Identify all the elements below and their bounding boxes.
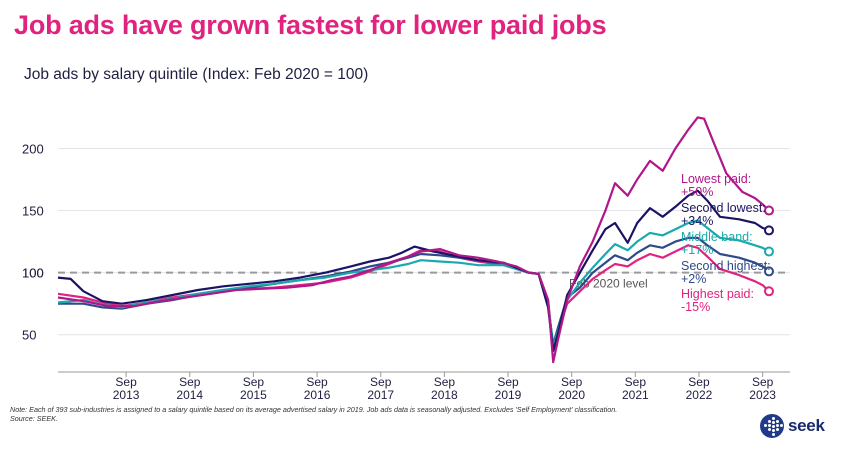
series-line-lowest-paid <box>57 116 770 364</box>
footnote-note: Note: Each of 393 sub-industries is assi… <box>10 405 618 414</box>
x-tick-month: Sep <box>497 375 519 389</box>
x-tick-year: 2013 <box>113 388 140 402</box>
x-tick-year: 2015 <box>240 388 267 402</box>
x-tick-month: Sep <box>434 375 456 389</box>
reference-line-label: Feb 2020 level <box>569 277 648 291</box>
y-tick-label: 100 <box>22 266 44 281</box>
series-line-middle-band <box>57 219 770 349</box>
series-line-second-lowest <box>57 189 770 352</box>
x-tick-year: 2016 <box>304 388 331 402</box>
x-tick-year: 2014 <box>176 388 203 402</box>
x-tick-year: 2018 <box>431 388 458 402</box>
y-tick-label: 100 <box>22 266 44 281</box>
y-tick-label: 50 <box>22 328 36 343</box>
x-tick-year: 2022 <box>686 388 713 402</box>
x-tick-month: Sep <box>179 375 201 389</box>
x-tick-month: Sep <box>752 375 774 389</box>
series-end-marker <box>763 266 774 277</box>
footnote: Note: Each of 393 sub-industries is assi… <box>10 405 750 423</box>
series-change-lowest-paid: +50% <box>681 185 713 199</box>
series-change-middle-band: +17% <box>681 243 713 257</box>
x-tick-month: Sep <box>561 375 583 389</box>
x-tick-year: 2020 <box>558 388 585 402</box>
footnote-source: Source: SEEK. <box>10 414 58 423</box>
series-end-marker <box>763 286 774 297</box>
series-label-lowest-paid: Lowest paid: <box>681 172 751 186</box>
series-end-marker <box>763 225 774 236</box>
series-end-marker <box>763 205 774 216</box>
x-tick-year: 2019 <box>495 388 522 402</box>
series-label-highest-paid: Highest paid: <box>681 287 754 301</box>
y-tick-label: 150 <box>22 204 44 219</box>
x-tick-month: Sep <box>370 375 392 389</box>
x-tick-month: Sep <box>306 375 328 389</box>
series-end-marker <box>763 246 774 257</box>
x-tick-year: 2023 <box>749 388 776 402</box>
x-tick-month: Sep <box>243 375 265 389</box>
x-tick-year: 2017 <box>367 388 394 402</box>
series-change-second-highest: +2% <box>681 272 706 286</box>
series-change-highest-paid: -15% <box>681 300 710 314</box>
series-label-second-highest: Second highest: <box>681 259 771 273</box>
chart-subtitle: Job ads by salary quintile (Index: Feb 2… <box>24 66 369 83</box>
seek-logo-icon <box>760 414 784 438</box>
y-tick-label: 200 <box>22 141 44 156</box>
series-change-second-lowest: +34% <box>681 214 713 228</box>
seek-logo-text: seek <box>788 416 825 435</box>
x-tick-month: Sep <box>688 375 710 389</box>
x-tick-month: Sep <box>115 375 137 389</box>
series-label-second-lowest: Second lowest: <box>681 201 766 215</box>
seek-logo: seek <box>760 413 825 439</box>
x-tick-year: 2021 <box>622 388 649 402</box>
x-tick-month: Sep <box>625 375 647 389</box>
chart-title: Job ads have grown fastest for lower pai… <box>14 10 607 40</box>
series-label-middle-band: Middle band: <box>681 230 753 244</box>
